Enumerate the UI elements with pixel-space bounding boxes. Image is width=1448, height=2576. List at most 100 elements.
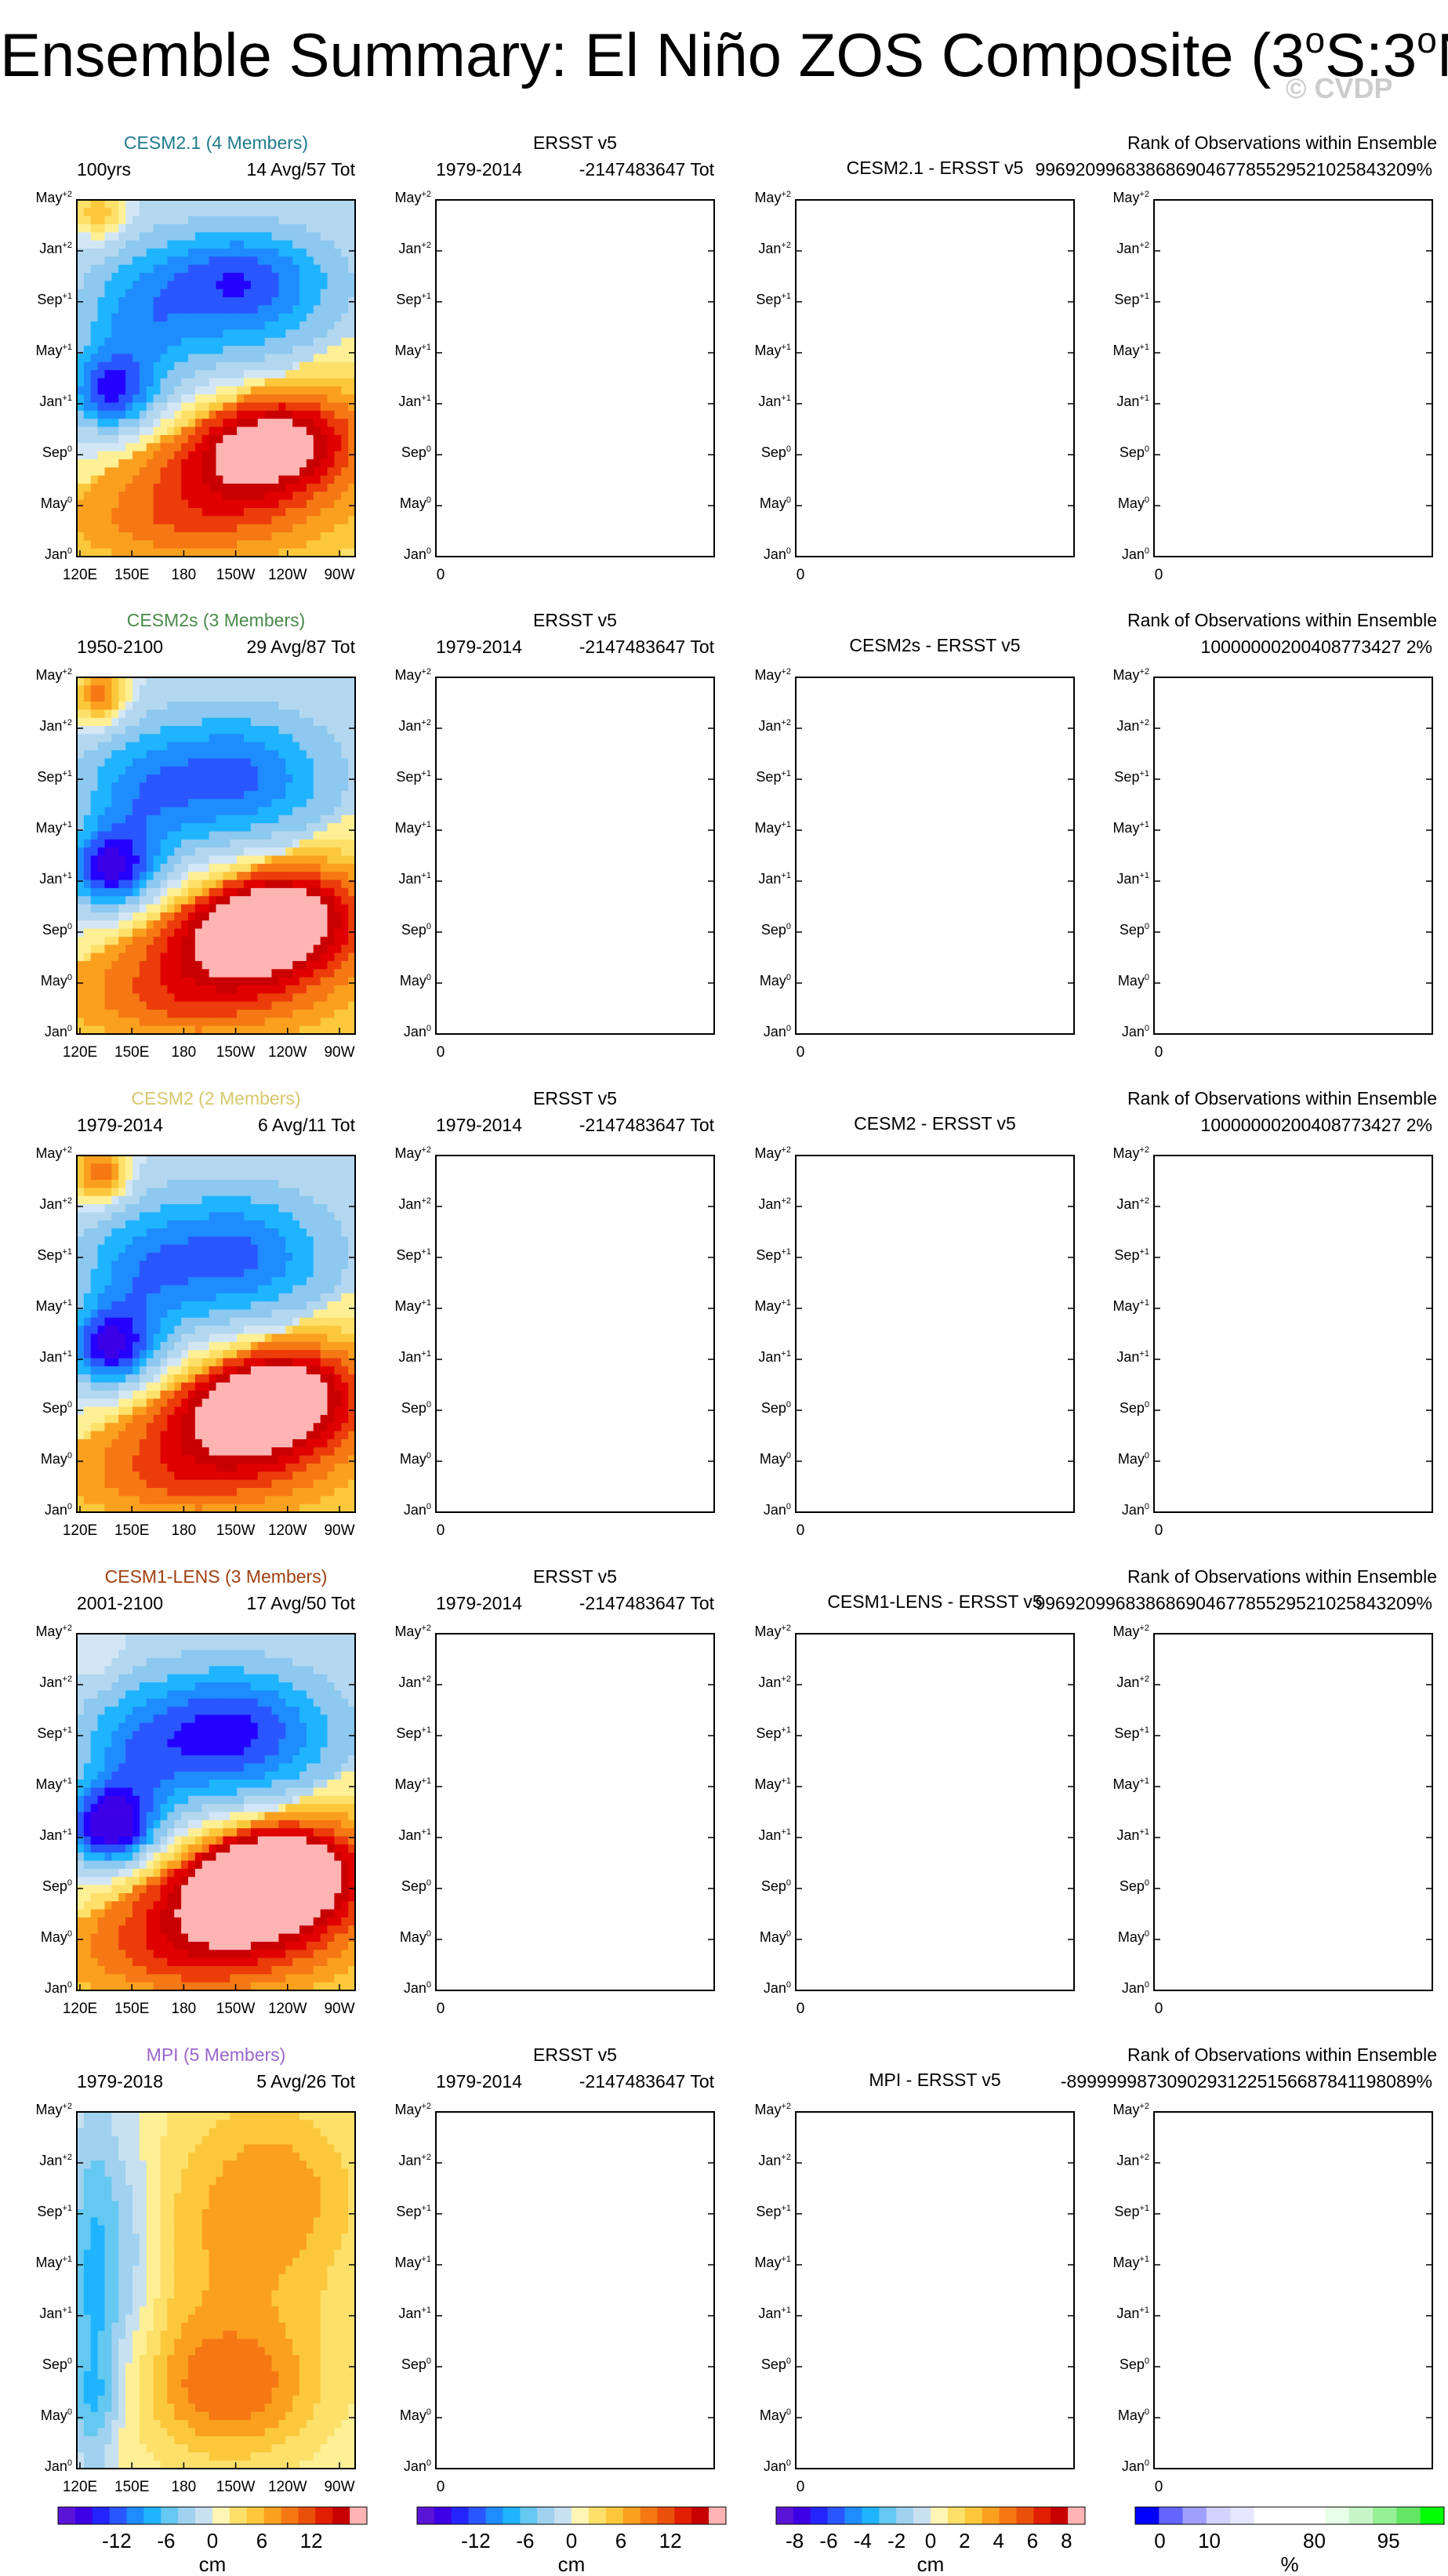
heatmap-cell	[278, 386, 285, 395]
heatmap-cell	[258, 256, 265, 265]
heatmap-cell	[251, 1018, 258, 1026]
heatmap-cell	[77, 200, 84, 209]
heatmap-cell	[154, 1318, 161, 1326]
heatmap-cell	[292, 726, 299, 735]
heatmap-cell	[237, 961, 244, 970]
heatmap-cell	[161, 815, 168, 824]
heatmap-cell	[118, 1228, 125, 1237]
heatmap-cell	[258, 403, 265, 412]
heatmap-cell	[251, 1212, 258, 1221]
heatmap-cell	[244, 1212, 251, 1221]
heatmap-cell	[202, 1334, 209, 1343]
heatmap-cell	[167, 370, 174, 379]
heatmap-cell	[181, 338, 188, 346]
heatmap-cell	[105, 1359, 112, 1367]
heatmap-cell	[237, 1277, 244, 1286]
heatmap-cell	[147, 467, 154, 476]
heatmap-cell	[98, 1204, 105, 1213]
heatmap-cell	[118, 427, 125, 436]
heatmap-cell	[174, 937, 181, 945]
heatmap-cell	[307, 476, 314, 484]
heatmap-cell	[265, 1326, 272, 1334]
heatmap-cell	[216, 508, 223, 517]
heatmap-cell	[140, 1196, 147, 1205]
heatmap-cell	[278, 354, 285, 362]
heatmap-cell	[105, 1236, 112, 1245]
heatmap-cell	[237, 1212, 244, 1221]
heatmap-cell	[244, 945, 251, 953]
heatmap-cell	[278, 411, 285, 419]
heatmap-cell	[223, 386, 230, 395]
heatmap-cell	[328, 314, 335, 322]
heatmap-cell	[278, 1188, 285, 1196]
heatmap-cell	[341, 709, 348, 718]
heatmap-cell	[341, 1350, 348, 1359]
heatmap-cell	[132, 799, 140, 807]
heatmap-cell	[285, 1285, 292, 1293]
heatmap-cell	[278, 484, 285, 492]
heatmap-cell	[314, 1236, 321, 1245]
heatmap-cell	[230, 329, 237, 338]
heatmap-cell	[314, 314, 321, 322]
heatmap-cell	[230, 459, 237, 468]
heatmap-cell	[237, 281, 244, 289]
heatmap-cell	[223, 200, 230, 209]
heatmap-cell	[321, 1002, 328, 1010]
heatmap-cell	[341, 993, 348, 1002]
heatmap-cell	[321, 1277, 328, 1286]
heatmap-cell	[244, 985, 251, 994]
heatmap-cell	[147, 1318, 154, 1326]
heatmap-cell	[125, 896, 132, 905]
heatmap-cell	[188, 208, 195, 216]
heatmap-cell	[125, 427, 132, 436]
heatmap-cell	[216, 872, 223, 880]
heatmap-cell	[91, 888, 98, 897]
heatmap-cell	[321, 435, 328, 444]
heatmap-cell	[84, 1285, 91, 1293]
heatmap-cell	[334, 314, 341, 322]
heatmap-cell	[111, 758, 118, 767]
heatmap-cell	[188, 791, 195, 800]
heatmap-cell	[299, 807, 307, 815]
heatmap-cell	[140, 329, 147, 338]
heatmap-cell	[202, 945, 209, 953]
heatmap-cell	[77, 1277, 84, 1286]
heatmap-cell	[125, 1204, 132, 1213]
heatmap-cell	[223, 256, 230, 265]
heatmap-cell	[98, 249, 105, 257]
heatmap-cell	[321, 1196, 328, 1205]
heatmap-cell	[118, 1188, 125, 1196]
heatmap-cell	[132, 1026, 140, 1035]
heatmap-cell	[91, 993, 98, 1002]
heatmap-cell	[98, 937, 105, 945]
heatmap-cell	[258, 880, 265, 889]
heatmap-cell	[334, 823, 341, 832]
heatmap-cell	[174, 305, 181, 314]
heatmap-cell	[216, 1212, 223, 1221]
heatmap-cell	[244, 467, 251, 476]
heatmap-cell	[209, 427, 216, 436]
heatmap-cell	[307, 403, 314, 412]
heatmap-cell	[307, 1366, 314, 1375]
heatmap-cell	[111, 500, 118, 509]
heatmap-cell	[188, 896, 195, 905]
heatmap-cell	[278, 896, 285, 905]
heatmap-cell	[251, 1277, 258, 1286]
heatmap-cell	[328, 1334, 335, 1343]
heatmap-cell	[216, 880, 223, 889]
heatmap-cell	[147, 524, 154, 533]
heatmap-cell	[223, 1285, 230, 1293]
heatmap-cell	[292, 750, 299, 759]
heatmap-cell	[307, 1180, 314, 1188]
heatmap-cell	[314, 379, 321, 387]
heatmap-cell	[328, 452, 335, 460]
heatmap-cell	[328, 1342, 335, 1351]
heatmap-cell	[328, 920, 335, 929]
heatmap-cell	[140, 289, 147, 298]
heatmap-cell	[223, 265, 230, 274]
heatmap-cell	[272, 734, 279, 742]
heatmap-cell	[230, 362, 237, 371]
heatmap-cell	[167, 685, 174, 694]
heatmap-cell	[147, 709, 154, 718]
heatmap-cell	[202, 1366, 209, 1375]
